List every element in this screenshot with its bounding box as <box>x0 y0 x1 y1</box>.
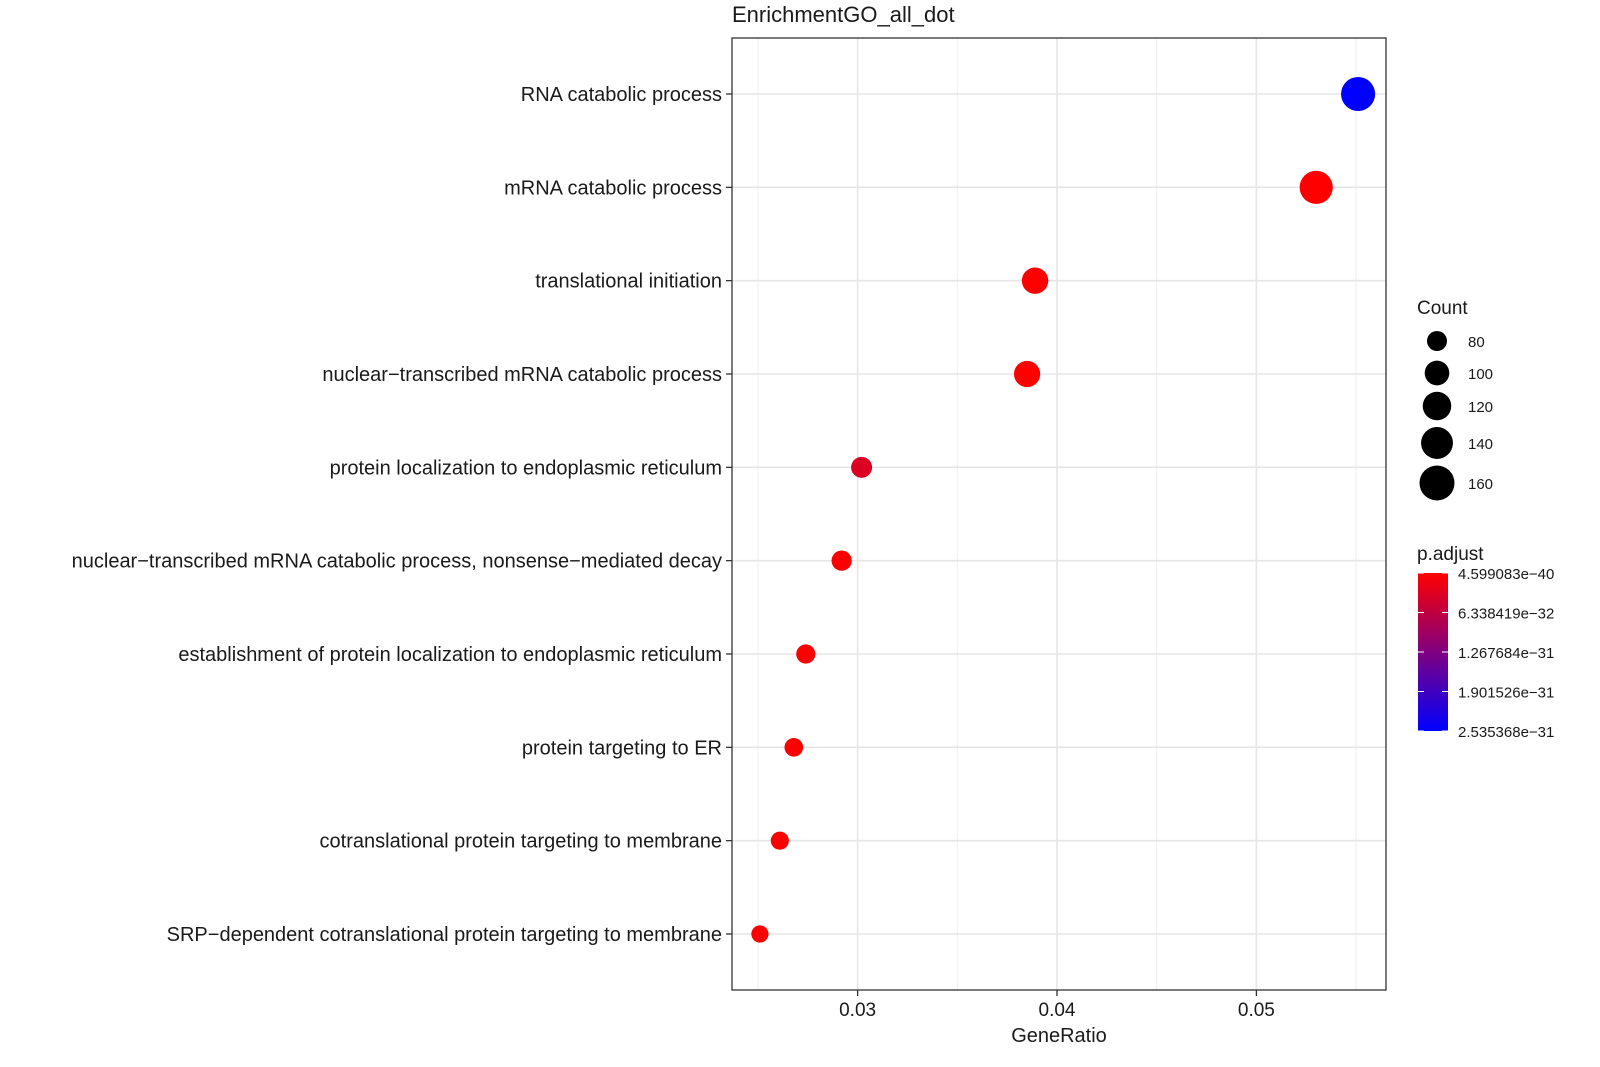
data-point <box>751 925 769 943</box>
size-legend-key <box>1419 465 1455 501</box>
color-legend-label: 6.338419e−32 <box>1458 606 1554 623</box>
y-tick-label: nuclear−transcribed mRNA catabolic proce… <box>72 551 722 573</box>
size-legend-key <box>1421 427 1453 459</box>
x-tick-label: 0.05 <box>1238 1000 1275 1021</box>
x-tick-label: 0.04 <box>1039 1000 1076 1021</box>
size-legend-key <box>1427 331 1447 351</box>
y-tick-label: nuclear−transcribed mRNA catabolic proce… <box>322 364 722 386</box>
size-legend-label: 120 <box>1468 399 1493 416</box>
size-legend-label: 100 <box>1468 366 1493 383</box>
y-tick-label: cotranslational protein targeting to mem… <box>320 831 722 853</box>
plot-panel-border <box>731 37 1387 991</box>
y-tick-label: RNA catabolic process <box>521 84 722 106</box>
chart-title: EnrichmentGO_all_dot <box>732 2 955 27</box>
size-legend-key <box>1422 391 1452 421</box>
color-legend-label: 2.535368e−31 <box>1458 724 1554 741</box>
x-tick-label: 0.03 <box>839 1000 876 1021</box>
data-point <box>796 644 816 664</box>
data-point <box>1299 170 1333 204</box>
data-point <box>851 456 873 478</box>
data-point <box>1341 76 1376 112</box>
color-legend-label: 1.901526e−31 <box>1458 685 1554 702</box>
color-legend-label: 1.267684e−31 <box>1458 645 1554 662</box>
color-legend-title: p.adjust <box>1417 544 1484 565</box>
y-tick-label: translational initiation <box>535 271 722 293</box>
size-legend-key <box>1424 360 1450 386</box>
data-point <box>1021 267 1049 294</box>
size-legend-label: 160 <box>1468 476 1493 493</box>
x-axis-label: GeneRatio <box>1011 1025 1107 1047</box>
size-legend-label: 80 <box>1468 334 1485 351</box>
color-legend-label: 4.599083e−40 <box>1458 566 1554 583</box>
y-tick-label: protein targeting to ER <box>522 737 722 759</box>
data-point <box>831 550 852 571</box>
size-legend-label: 140 <box>1468 436 1493 453</box>
y-tick-label: establishment of protein localization to… <box>178 644 722 666</box>
size-legend-title: Count <box>1417 298 1468 319</box>
y-tick-label: mRNA catabolic process <box>504 177 722 199</box>
y-tick-label: protein localization to endoplasmic reti… <box>330 457 722 479</box>
y-tick-label: SRP−dependent cotranslational protein ta… <box>167 924 722 946</box>
data-point <box>784 738 804 757</box>
data-point <box>770 831 789 850</box>
data-point <box>1013 360 1041 388</box>
